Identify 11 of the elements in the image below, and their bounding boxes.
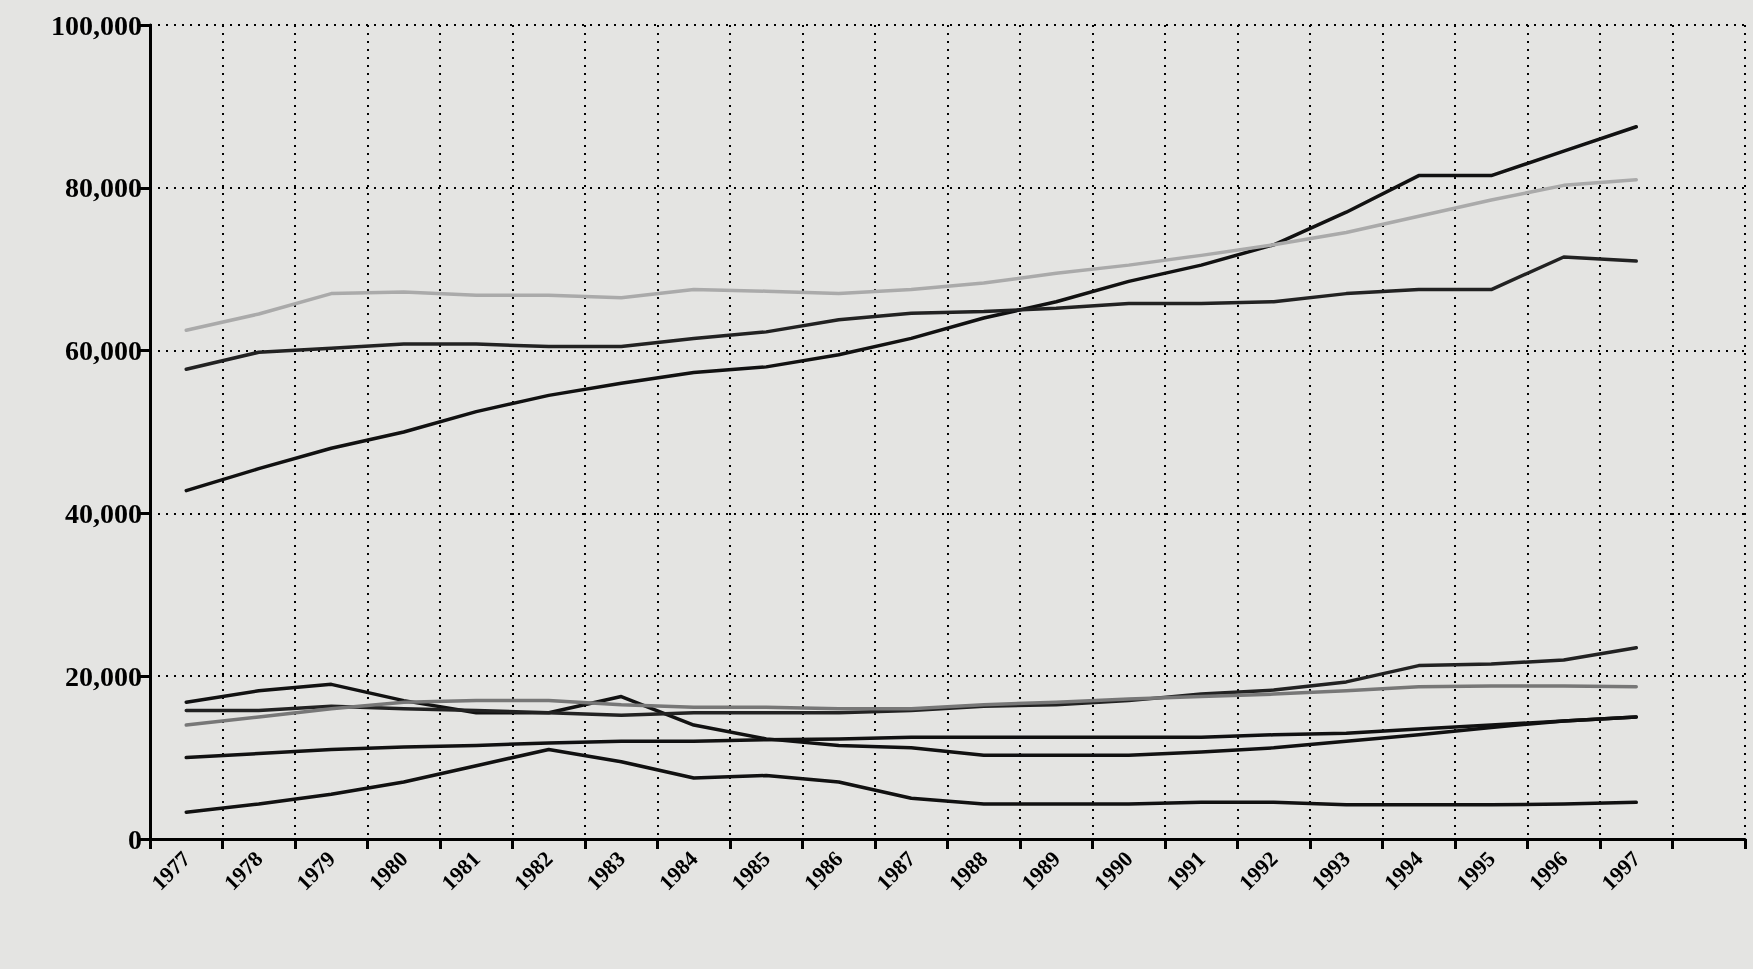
- y-tick-label: 100,000: [51, 9, 142, 41]
- y-tick-label: 40,000: [65, 497, 142, 529]
- y-tick-label: 60,000: [65, 335, 142, 367]
- line-series: [184, 125, 1638, 493]
- line-series: [184, 747, 1638, 814]
- line-series: [184, 177, 1638, 332]
- line-series: [184, 255, 1638, 372]
- y-tick-label: 0: [128, 823, 142, 855]
- line-series: [184, 684, 1638, 727]
- y-tick-label: 80,000: [65, 172, 142, 204]
- y-tick-label: 20,000: [65, 660, 142, 692]
